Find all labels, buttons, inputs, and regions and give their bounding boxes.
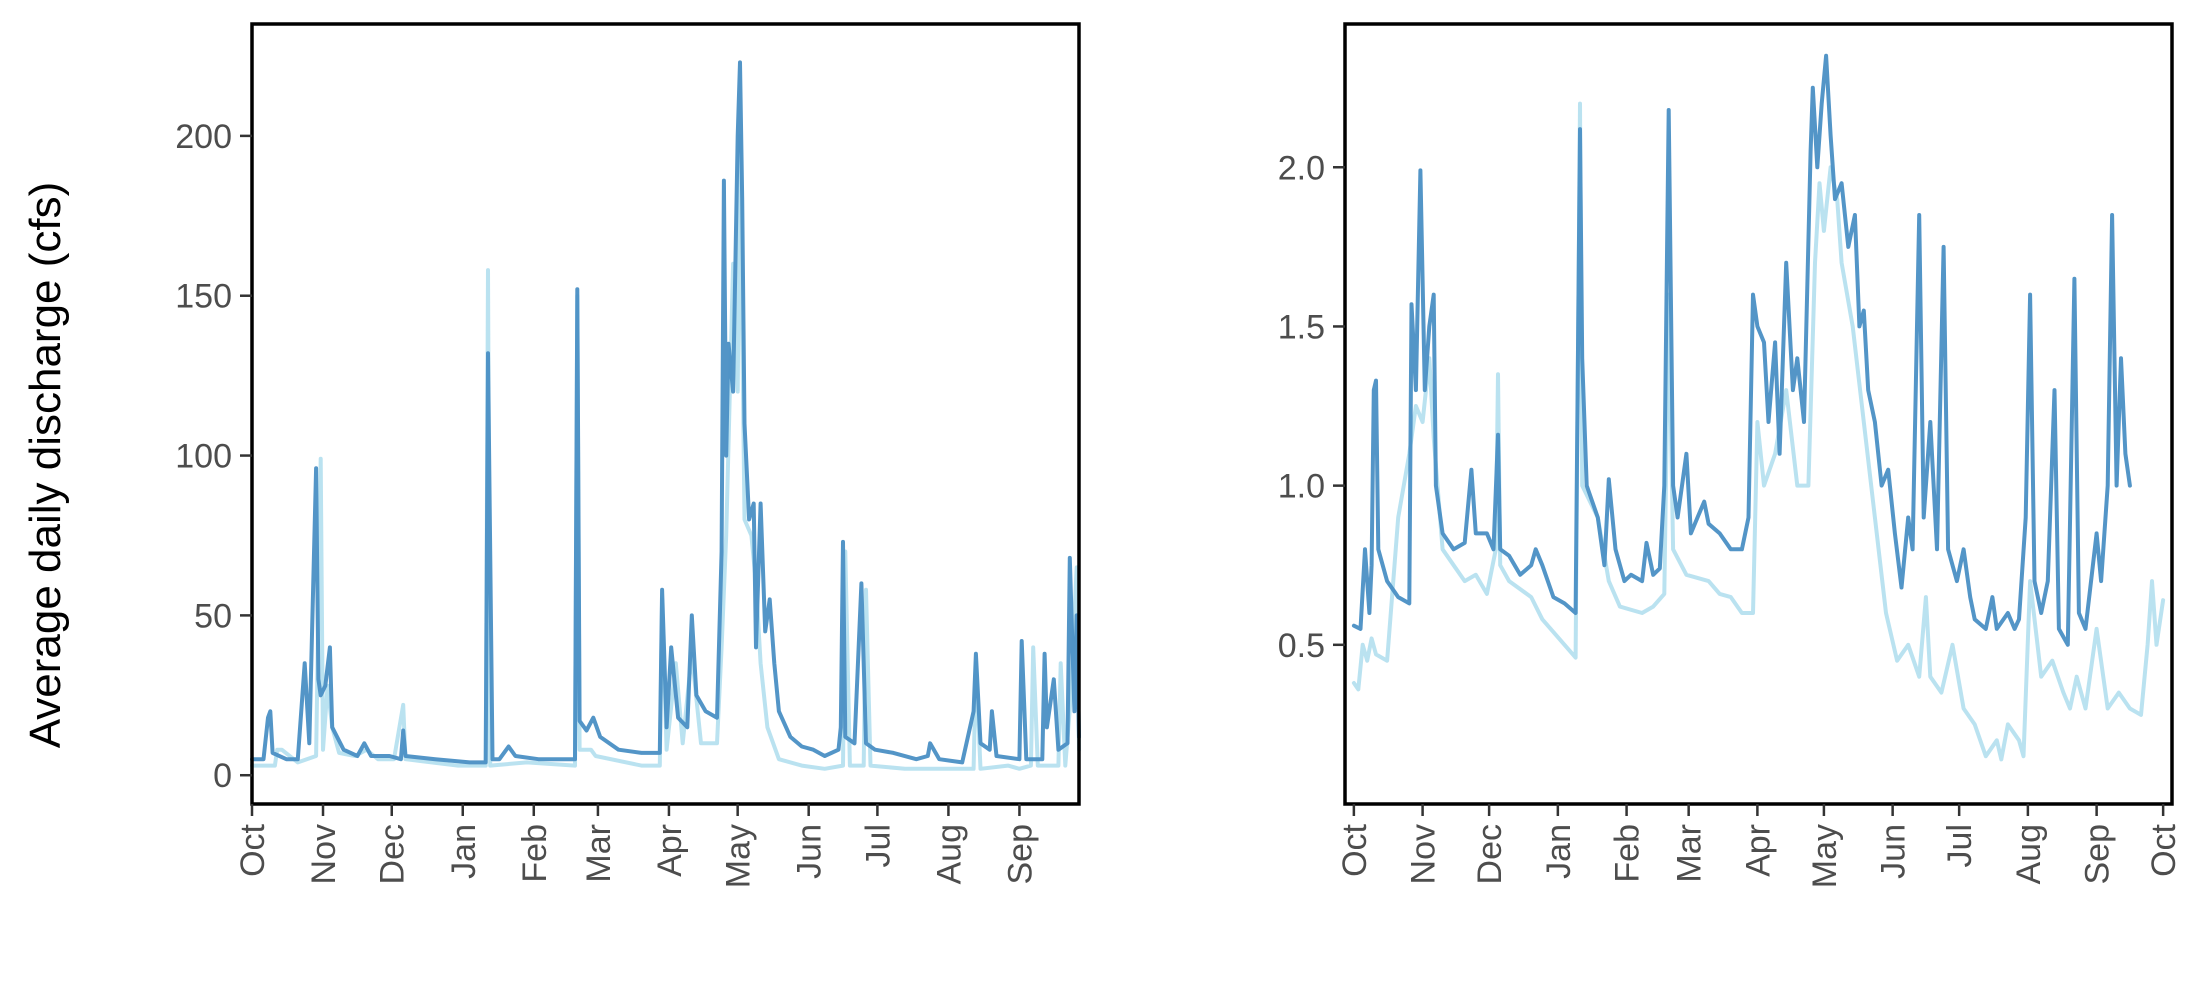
y-tick-label: 100 xyxy=(175,438,232,476)
y-tick-label: 2.0 xyxy=(1278,149,1325,187)
x-tick-label: Sep xyxy=(1001,824,1039,885)
x-tick-label: Oct xyxy=(1336,823,1374,876)
x-tick-label: Aug xyxy=(930,824,968,885)
x-tick-label: Feb xyxy=(1609,824,1647,883)
x-tick-label: Dec xyxy=(1471,824,1509,884)
x-tick-label: Jul xyxy=(859,824,897,867)
x-tick-label: Oct xyxy=(2145,823,2183,876)
x-tick-label: Jan xyxy=(445,824,483,879)
chart-panel-right: 0.5 1.0 1.5 2.0 Oct Nov Dec Jan Feb Mar Apr May Jun J… xyxy=(1278,22,2183,888)
x-tick-label: May xyxy=(1806,824,1844,888)
x-tick-label: Aug xyxy=(2010,824,2048,885)
x-tick-label: Oct xyxy=(234,823,272,876)
x-tick-label: Jun xyxy=(791,824,829,879)
x-tick-label: Apr xyxy=(651,824,689,877)
series-line-light xyxy=(1351,101,2166,762)
x-tick-label: Feb xyxy=(516,824,554,883)
x-tick-label: Jun xyxy=(1875,824,1913,879)
x-tick-label: May xyxy=(720,824,758,888)
y-tick-label: 50 xyxy=(194,597,232,635)
y-tick-label: 1.0 xyxy=(1278,468,1325,506)
x-tick-label: Jan xyxy=(1540,824,1578,879)
plot-frame xyxy=(1343,22,2174,806)
x-tick-label: Dec xyxy=(374,824,412,884)
chart-panel-left: 0 50 100 150 200 Oct Nov Dec Jan Feb Mar Apr May Jun J… xyxy=(175,22,1081,888)
y-tick-label: 1.5 xyxy=(1278,308,1325,346)
series-line-dark xyxy=(1351,53,2132,647)
x-tick-label: Jul xyxy=(1941,824,1979,867)
series-line-dark xyxy=(250,60,1081,765)
y-axis-title: Average daily discharge (cfs) xyxy=(21,182,70,749)
x-tick-label: Mar xyxy=(1671,824,1709,883)
y-tick-label: 0.5 xyxy=(1278,627,1325,665)
x-tick-label: Mar xyxy=(580,824,618,883)
plot-frame xyxy=(250,22,1081,806)
y-tick-label: 0 xyxy=(213,757,232,795)
x-tick-label: Nov xyxy=(305,824,343,884)
x-tick-label: Nov xyxy=(1405,824,1443,884)
y-tick-label: 200 xyxy=(175,118,232,156)
x-tick-label: Sep xyxy=(2079,824,2117,885)
x-tick-label: Apr xyxy=(1739,824,1777,877)
y-tick-label: 150 xyxy=(175,278,232,316)
